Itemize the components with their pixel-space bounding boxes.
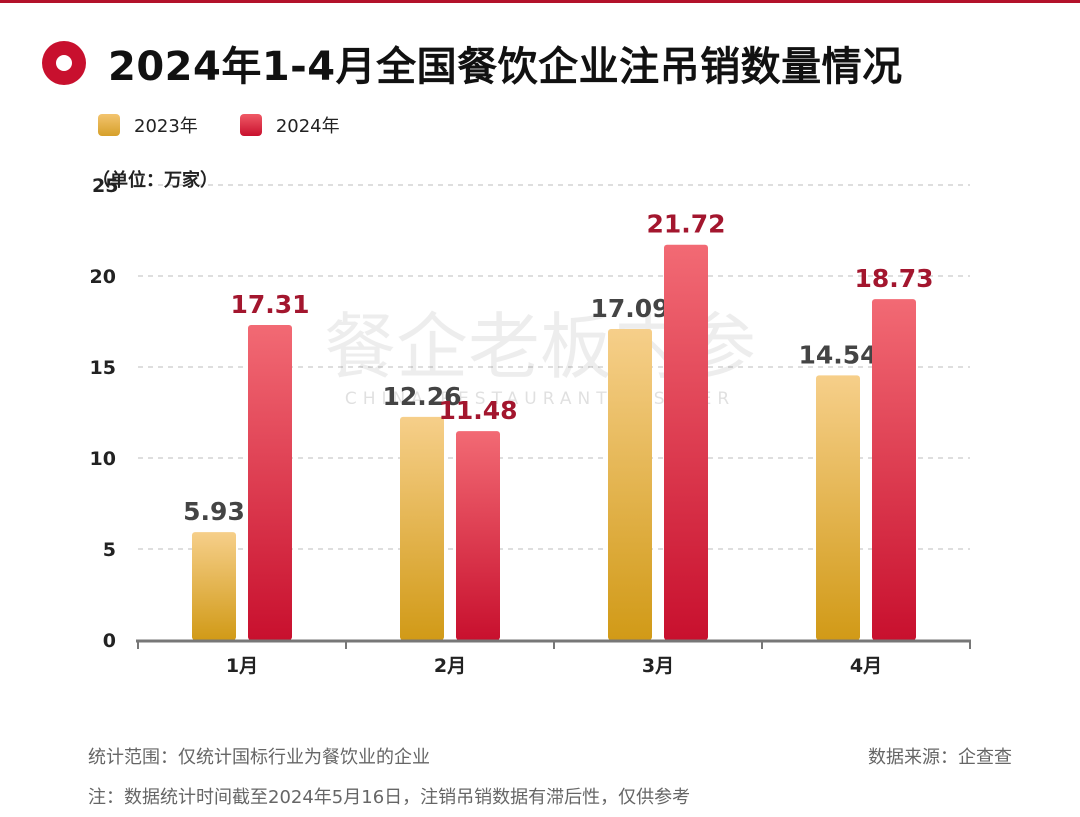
legend-swatch-2023: [98, 114, 120, 136]
bar-2024: [248, 324, 292, 640]
chart-header: 2024年1-4月全国餐饮企业注吊销数量情况: [42, 36, 903, 90]
data-label: 17.09: [590, 294, 669, 323]
x-tick-label: 2月: [434, 655, 466, 677]
legend-swatch-2024: [239, 114, 262, 136]
bar-2023: [816, 375, 860, 640]
unit-label: （单位：万家）: [92, 170, 218, 191]
y-tick-label: 0: [103, 630, 116, 652]
footer-note: 注：数据统计时间截至2024年5月16日，注销吊销数据有滞后性，仅供参考: [88, 787, 691, 808]
footer-source: 数据来源：企查查: [868, 747, 1012, 768]
x-tick-label: 3月: [642, 655, 674, 677]
data-label: 18.73: [854, 264, 933, 293]
y-tick-label: 5: [103, 539, 116, 561]
data-label: 21.72: [646, 210, 725, 239]
chart-legend: 2023年 2024年: [98, 112, 382, 138]
data-label: 17.31: [230, 290, 309, 319]
bar-2023: [608, 328, 652, 640]
bar-2024: [456, 431, 500, 640]
bar-2023: [400, 416, 444, 640]
data-label: 12.26: [382, 382, 461, 411]
bar-2023: [192, 532, 236, 640]
top-accent-rule: [0, 0, 1080, 3]
data-label: 14.54: [798, 340, 877, 369]
legend-item-2023: 2023年: [98, 112, 198, 138]
x-tick-label: 1月: [226, 655, 258, 677]
footer-scope: 统计范围：仅统计国标行业为餐饮业的企业: [88, 747, 430, 768]
y-tick-label: 10: [90, 448, 116, 470]
data-label: 5.93: [183, 497, 245, 526]
x-tick-label: 4月: [850, 655, 882, 677]
y-tick-label: 25: [92, 175, 118, 197]
chart-title: 2024年1-4月全国餐饮企业注吊销数量情况: [108, 44, 903, 90]
legend-item-2024: 2024年: [239, 112, 340, 138]
y-tick-label: 20: [90, 266, 116, 288]
bar-2024: [664, 244, 708, 641]
data-label: 11.48: [438, 396, 517, 425]
legend-label-2023: 2023年: [134, 116, 198, 137]
y-tick-label: 15: [90, 357, 116, 379]
legend-label-2024: 2024年: [275, 116, 340, 137]
bar-2024: [872, 299, 916, 640]
ring-icon: [42, 41, 86, 85]
